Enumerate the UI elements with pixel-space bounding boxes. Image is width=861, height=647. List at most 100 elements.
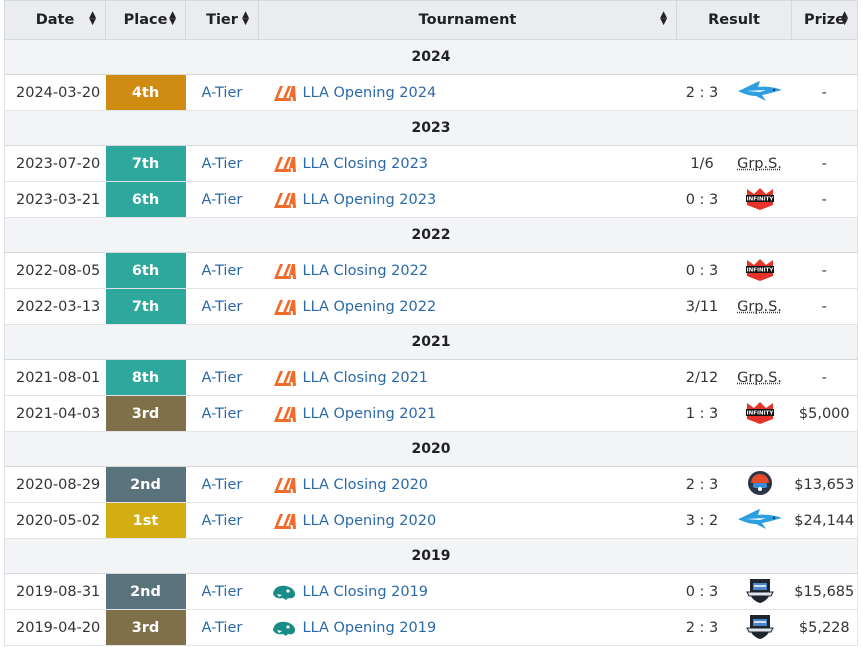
results-table-container: Date ▲ ▼ Place ▲ ▼ Tier ▲ ▼ Tournament ▲ ▼ Resul… <box>3 0 859 646</box>
prize-cell: - <box>791 145 859 182</box>
lla-panther-logo-icon[interactable] <box>271 618 297 638</box>
tournament-link[interactable]: LLA Closing 2023 <box>302 155 429 172</box>
tournament-cell: LLA Opening 2021 <box>258 395 677 432</box>
infinity-team-icon[interactable]: INFINITY <box>743 185 777 215</box>
rainbow-shield-team-icon[interactable] <box>745 612 775 644</box>
place-badge: 1st <box>105 502 186 539</box>
tier-link[interactable]: A-Tier <box>201 191 243 208</box>
tier-cell: A-Tier <box>185 252 259 289</box>
tournament-cell: LLA Opening 2019 <box>258 609 677 646</box>
tier-link[interactable]: A-Tier <box>201 619 243 636</box>
tournament-cell: LLA Closing 2021 <box>258 359 677 396</box>
tier-link[interactable]: A-Tier <box>201 155 243 172</box>
date-cell: 2023-07-20 <box>4 145 106 182</box>
lla-logo-icon[interactable] <box>271 511 297 531</box>
infinity-team-icon[interactable]: INFINITY <box>743 399 777 429</box>
sort-icon[interactable]: ▲ ▼ <box>242 10 249 27</box>
opponent-cell <box>727 466 792 503</box>
date-cell: 2021-04-03 <box>4 395 106 432</box>
tournament-header-label: Tournament <box>418 12 517 28</box>
tournament-cell: LLA Closing 2022 <box>258 252 677 289</box>
results-table-body: 2024 2024-03-20 4th A-Tier LLA Opening 2024 2… <box>3 39 859 646</box>
year-label: 2021 <box>3 324 859 360</box>
tier-link[interactable]: A-Tier <box>201 262 243 279</box>
tier-cell: A-Tier <box>185 359 259 396</box>
rainbow-shield-team-icon[interactable] <box>745 576 775 608</box>
year-header-row: 2020 <box>3 431 859 467</box>
sort-icon[interactable]: ▲ ▼ <box>841 10 849 27</box>
tier-cell: A-Tier <box>185 466 259 503</box>
prize-cell: $24,144 <box>791 502 859 539</box>
opponent-cell: Grp.S. <box>727 359 792 396</box>
tier-cell: A-Tier <box>185 609 259 646</box>
table-row: 2021-04-03 3rd A-Tier LLA Opening 2021 1 : 3… <box>4 395 859 432</box>
tier-link[interactable]: A-Tier <box>201 512 243 529</box>
tier-link[interactable]: A-Tier <box>201 583 243 600</box>
tournament-link[interactable]: LLA Opening 2020 <box>302 512 437 529</box>
table-row: 2019-04-20 3rd A-Tier LLA Opening 2019 2 : 3… <box>4 609 859 646</box>
table-row: 2022-08-05 6th A-Tier LLA Closing 2022 0 : 3… <box>4 252 859 289</box>
tournament-link[interactable]: LLA Closing 2021 <box>302 369 429 386</box>
tournament-link[interactable]: LLA Opening 2023 <box>302 191 437 208</box>
place-badge: 2nd <box>105 466 186 503</box>
lla-logo-icon[interactable] <box>271 368 297 388</box>
lla-logo-icon[interactable] <box>271 190 297 210</box>
lla-logo-icon[interactable] <box>271 475 297 495</box>
opponent-cell <box>727 609 792 646</box>
tier-cell: A-Tier <box>185 181 259 218</box>
table-row: 2023-03-21 6th A-Tier LLA Opening 2023 0 : 3… <box>4 181 859 218</box>
place-column-header[interactable]: Place ▲ ▼ <box>105 0 186 40</box>
date-column-header[interactable]: Date ▲ ▼ <box>4 0 106 40</box>
sort-icon[interactable]: ▲ ▼ <box>169 10 176 27</box>
tournament-link[interactable]: LLA Opening 2019 <box>302 619 437 636</box>
tournament-link[interactable]: LLA Closing 2020 <box>302 476 429 493</box>
tier-link[interactable]: A-Tier <box>201 84 243 101</box>
opponent-cell <box>727 74 792 111</box>
prize-cell: $5,000 <box>791 395 859 432</box>
helmet-team-icon[interactable] <box>746 469 774 501</box>
lla-panther-logo-icon[interactable] <box>271 582 297 602</box>
tier-link[interactable]: A-Tier <box>201 298 243 315</box>
prize-column-header[interactable]: Prize ▲ ▼ <box>791 0 859 40</box>
tournament-link[interactable]: LLA Opening 2021 <box>302 405 437 422</box>
group-stage-label: Grp.S. <box>737 369 782 386</box>
tournament-cell: LLA Closing 2023 <box>258 145 677 182</box>
opponent-cell: INFINITY <box>727 181 792 218</box>
lla-logo-icon[interactable] <box>271 297 297 317</box>
year-label: 2023 <box>3 110 859 146</box>
tournament-link[interactable]: LLA Closing 2019 <box>302 583 429 600</box>
tournament-cell: LLA Opening 2023 <box>258 181 677 218</box>
year-header-row: 2021 <box>3 324 859 360</box>
infinity-team-icon[interactable]: INFINITY <box>743 256 777 286</box>
place-badge: 6th <box>105 252 186 289</box>
place-badge: 2nd <box>105 573 186 610</box>
table-row: 2023-07-20 7th A-Tier LLA Closing 2023 1/6 Gr… <box>4 145 859 182</box>
shark-team-icon[interactable] <box>736 78 784 108</box>
tournament-cell: LLA Opening 2024 <box>258 74 677 111</box>
lla-logo-icon[interactable] <box>271 154 297 174</box>
lla-logo-icon[interactable] <box>271 404 297 424</box>
place-badge: 8th <box>105 359 186 396</box>
tournament-column-header[interactable]: Tournament ▲ ▼ <box>258 0 677 40</box>
tournament-link[interactable]: LLA Opening 2022 <box>302 298 437 315</box>
sort-icon[interactable]: ▲ ▼ <box>660 10 667 27</box>
tournament-link[interactable]: LLA Closing 2022 <box>302 262 429 279</box>
shark-team-icon[interactable] <box>736 506 784 536</box>
table-row: 2024-03-20 4th A-Tier LLA Opening 2024 2 : 3… <box>4 74 859 111</box>
tournament-link[interactable]: LLA Opening 2024 <box>302 84 437 101</box>
lla-logo-icon[interactable] <box>271 83 297 103</box>
place-badge: 4th <box>105 74 186 111</box>
prize-cell: - <box>791 74 859 111</box>
tier-column-header[interactable]: Tier ▲ ▼ <box>185 0 259 40</box>
sort-icon[interactable]: ▲ ▼ <box>89 10 96 27</box>
year-label: 2020 <box>3 431 859 467</box>
date-cell: 2019-04-20 <box>4 609 106 646</box>
lla-logo-icon[interactable] <box>271 261 297 281</box>
tier-link[interactable]: A-Tier <box>201 405 243 422</box>
tier-link[interactable]: A-Tier <box>201 369 243 386</box>
table-row: 2022-03-13 7th A-Tier LLA Opening 2022 3/11 G… <box>4 288 859 325</box>
tier-link[interactable]: A-Tier <box>201 476 243 493</box>
score-cell: 2/12 <box>676 359 728 396</box>
prize-cell: $13,653 <box>791 466 859 503</box>
opponent-cell: Grp.S. <box>727 288 792 325</box>
